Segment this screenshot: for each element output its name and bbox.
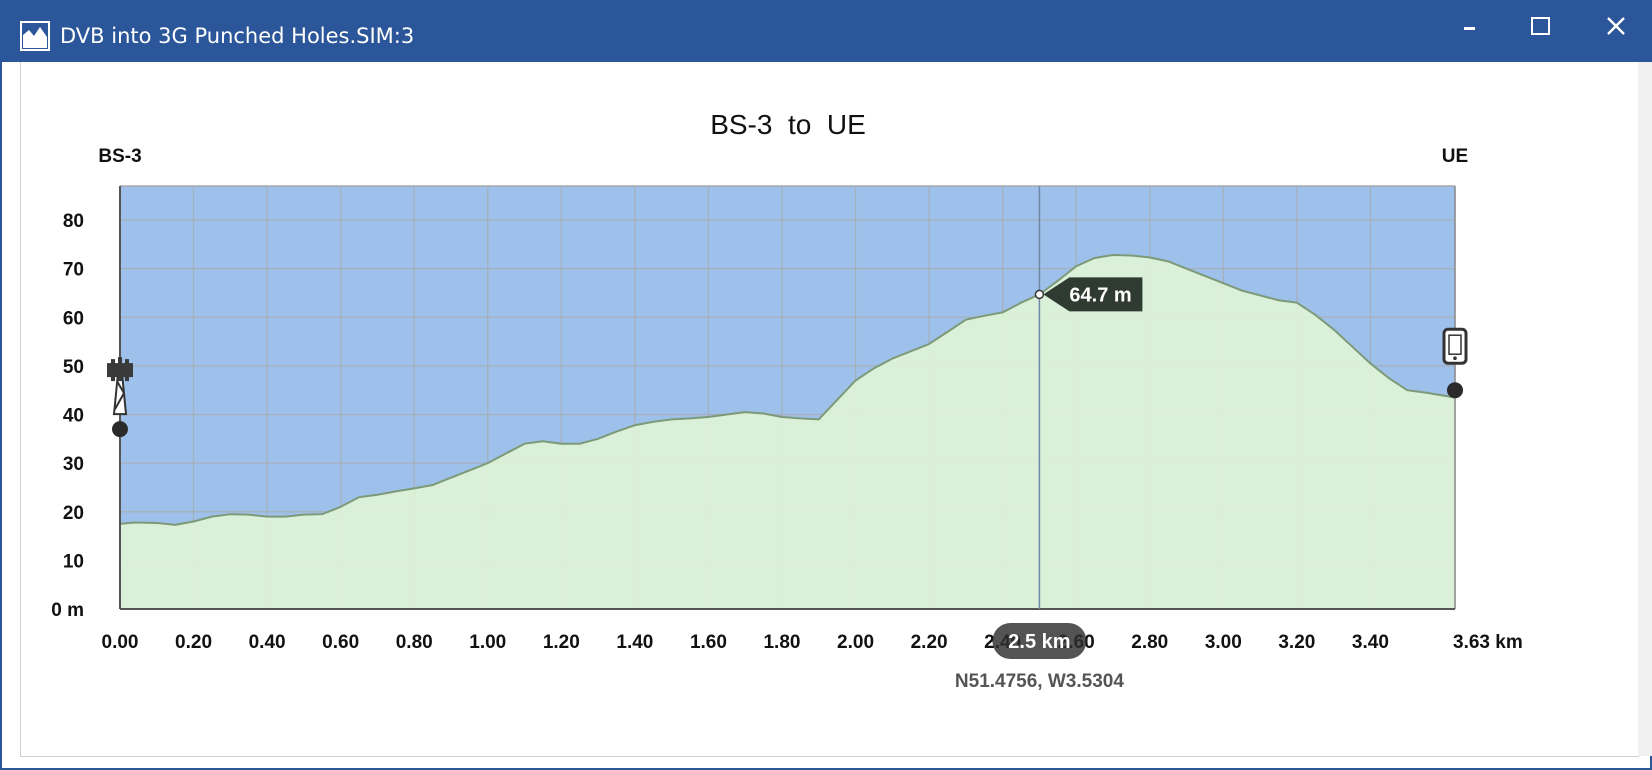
- y-tick-label: 20: [63, 503, 84, 524]
- maximize-button[interactable]: [1516, 8, 1568, 48]
- y-tick-label: 0 m: [51, 600, 84, 621]
- height-tooltip-text: 64.7 m: [1069, 284, 1131, 306]
- tower-brace: [114, 392, 125, 410]
- x-tick-label: 3.40: [1352, 632, 1389, 653]
- x-tick-label: 1.60: [690, 632, 727, 653]
- end-antenna-point: [1447, 382, 1463, 399]
- x-tick-label: 2.00: [837, 632, 874, 653]
- right-scroll-strip: [1638, 62, 1652, 756]
- x-tick-label: 0.80: [396, 632, 433, 653]
- y-tick-label: 30: [63, 454, 84, 475]
- x-tick-label: 3.00: [1205, 632, 1242, 653]
- x-tick-label: 1.20: [543, 632, 580, 653]
- y-tick-label: 60: [63, 308, 84, 329]
- x-tick-label: 3.63 km: [1453, 632, 1523, 653]
- terrain-outline: [119, 254, 1456, 526]
- maximize-icon: [1531, 17, 1550, 35]
- y-axis-ticks: 0 m 10 20 30 40 50 60 70 80: [51, 211, 84, 621]
- distance-badge: 2.5 km: [992, 623, 1087, 659]
- tower-brace: [116, 380, 125, 394]
- close-icon: [1607, 17, 1625, 35]
- y-tick-label: 50: [63, 357, 84, 378]
- x-axis-ticks: 0.00 0.20 0.40 0.60 0.80 1.00 1.20 1.40 1.60 1.80…: [102, 632, 1523, 653]
- x-tick-label: 0.60: [322, 632, 359, 653]
- x-tick-label: 2.20: [911, 632, 948, 653]
- title-bar[interactable]: DVB into 3G Punched Holes.SIM:3: [2, 0, 1652, 62]
- cursor-point: [1034, 289, 1045, 300]
- terrain-profile-icon: [20, 21, 50, 51]
- y-tick-label: 10: [63, 551, 84, 572]
- distance-badge-text: 2.5 km: [1008, 631, 1070, 653]
- x-tick-label: 0.00: [102, 632, 139, 653]
- x-tick-label: 1.00: [469, 632, 506, 653]
- minimize-icon: [1464, 27, 1475, 30]
- terrain-profile-chart[interactable]: BS-3 to UE BS-3 UE 0 m 10 20 30 40 50 60 70 80 0…: [21, 62, 1639, 756]
- x-tick-label: 2.80: [1131, 632, 1168, 653]
- end-site-label: UE: [1442, 146, 1468, 167]
- chart-title: BS-3 to UE: [710, 109, 866, 140]
- phone-button: [1453, 356, 1457, 361]
- start-antenna-point: [112, 421, 128, 438]
- y-tick-label: 70: [63, 260, 84, 281]
- x-tick-label: 0.40: [249, 632, 286, 653]
- minimize-button[interactable]: [1444, 8, 1496, 48]
- distance-badge-box: [992, 623, 1087, 659]
- x-tick-label: 1.40: [616, 632, 653, 653]
- start-site-label: BS-3: [98, 146, 141, 167]
- cell-tower-icon: [107, 357, 133, 416]
- y-tick-label: 80: [63, 211, 84, 232]
- window-title: DVB into 3G Punched Holes.SIM:3: [60, 24, 415, 48]
- x-tick-label: 0.20: [175, 632, 212, 653]
- x-tick-label: 1.80: [763, 632, 800, 653]
- x-tick-label: 3.20: [1278, 632, 1315, 653]
- height-tooltip: 64.7 m: [1043, 277, 1143, 312]
- height-tooltip-box: [1043, 277, 1143, 312]
- mobile-phone-icon: [1442, 327, 1468, 365]
- close-button[interactable]: [1590, 8, 1642, 48]
- cursor-coordinates: N51.4756, W3.5304: [955, 671, 1124, 692]
- terrain-area: [120, 255, 1455, 609]
- y-tick-label: 40: [63, 406, 84, 427]
- phone-screen: [1448, 334, 1462, 355]
- chart-panel: BS-3 to UE BS-3 UE 0 m 10 20 30 40 50 60 70 80 0…: [20, 62, 1639, 757]
